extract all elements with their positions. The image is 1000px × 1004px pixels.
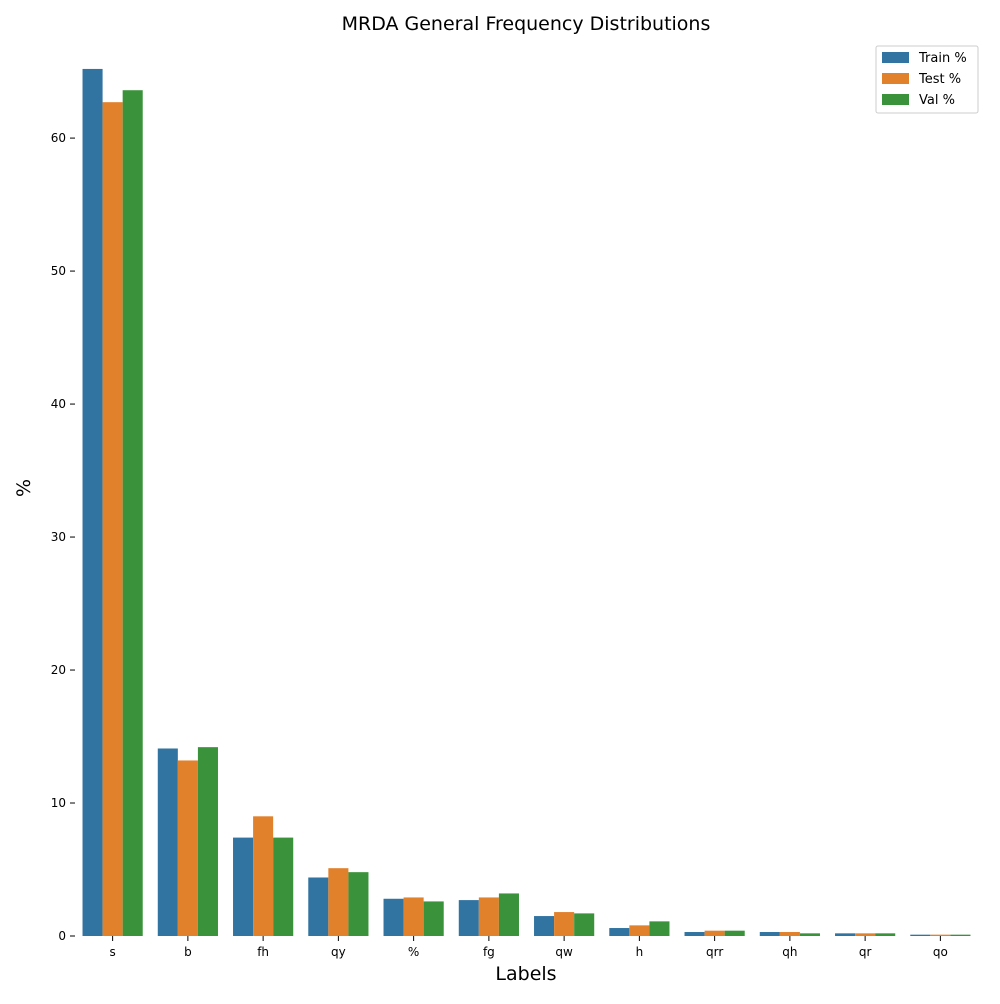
x-tick-label: fh xyxy=(257,945,269,959)
bar-train-3 xyxy=(308,877,329,936)
legend-items: Train % Test % Val % xyxy=(882,51,967,108)
x-tick-label: qy xyxy=(331,945,346,959)
bar-val-9 xyxy=(799,933,820,936)
legend-label-1: Test % xyxy=(918,72,961,87)
bar-train-4 xyxy=(383,898,404,936)
bar-test-0 xyxy=(102,102,123,936)
bar-test-9 xyxy=(779,932,800,936)
bar-train-8 xyxy=(684,932,705,936)
bar-val-6 xyxy=(574,913,595,936)
bar-train-9 xyxy=(759,932,780,936)
bar-val-2 xyxy=(273,837,294,936)
legend-swatch-2 xyxy=(882,94,909,105)
bar-train-7 xyxy=(609,928,630,936)
legend-swatch-0 xyxy=(882,52,909,63)
y-tick-label: 40 xyxy=(51,397,66,411)
bar-val-5 xyxy=(498,893,519,936)
bar-train-5 xyxy=(458,900,479,936)
x-tick-label: % xyxy=(408,945,419,959)
x-tick-label: fg xyxy=(483,945,495,959)
bar-train-2 xyxy=(233,837,254,936)
bar-train-11 xyxy=(910,934,931,936)
bar-val-0 xyxy=(122,90,143,937)
bar-test-8 xyxy=(704,930,725,936)
legend-label-2: Val % xyxy=(919,93,955,108)
bar-test-5 xyxy=(478,897,499,936)
x-tick-label: s xyxy=(109,945,115,959)
bar-val-3 xyxy=(348,872,369,936)
bar-val-10 xyxy=(875,933,896,936)
bar-test-2 xyxy=(253,816,274,936)
y-tick-label: 10 xyxy=(51,796,66,810)
bar-val-4 xyxy=(423,901,444,936)
x-tick-label: qh xyxy=(782,945,797,959)
x-tick-label: qrr xyxy=(706,945,723,959)
bar-val-1 xyxy=(197,747,218,936)
x-axis-title: Labels xyxy=(495,963,556,985)
x-tick-label: qr xyxy=(859,945,872,959)
bar-test-11 xyxy=(930,934,951,936)
bar-train-6 xyxy=(534,916,555,936)
legend: Train % Test % Val % xyxy=(875,45,979,114)
y-tick-label: 0 xyxy=(58,929,66,943)
bar-test-6 xyxy=(554,912,575,936)
x-tick-label: qo xyxy=(933,945,948,959)
x-axis-ticks: s b fh qy% fg qw h qrr qh qr qo xyxy=(109,936,948,959)
legend-swatch-1 xyxy=(882,73,909,84)
bar-train-10 xyxy=(835,933,856,936)
bar-test-1 xyxy=(177,760,198,936)
bar-train-1 xyxy=(157,748,178,936)
y-tick-label: 20 xyxy=(51,663,66,677)
x-tick-label: h xyxy=(636,945,644,959)
x-tick-label: qw xyxy=(555,945,573,959)
bar-val-11 xyxy=(950,934,971,936)
y-tick-label: 60 xyxy=(51,131,66,145)
y-axis-ticks: 0 10 20 30 40 50 60 xyxy=(51,131,75,943)
x-tick-label: b xyxy=(184,945,192,959)
bar-train-0 xyxy=(82,68,103,936)
bar-test-7 xyxy=(629,925,650,936)
bar-test-4 xyxy=(403,897,424,936)
legend-label-0: Train % xyxy=(918,51,967,66)
bar-val-8 xyxy=(724,930,745,936)
y-tick-label: 50 xyxy=(51,264,66,278)
y-axis-title: % xyxy=(13,479,35,497)
bar-test-3 xyxy=(328,868,349,936)
bar-test-10 xyxy=(855,933,876,936)
bar-val-7 xyxy=(649,921,670,936)
chart-title: MRDA General Frequency Distributions xyxy=(342,13,711,35)
y-tick-label: 30 xyxy=(51,530,66,544)
bars-group xyxy=(82,68,971,937)
